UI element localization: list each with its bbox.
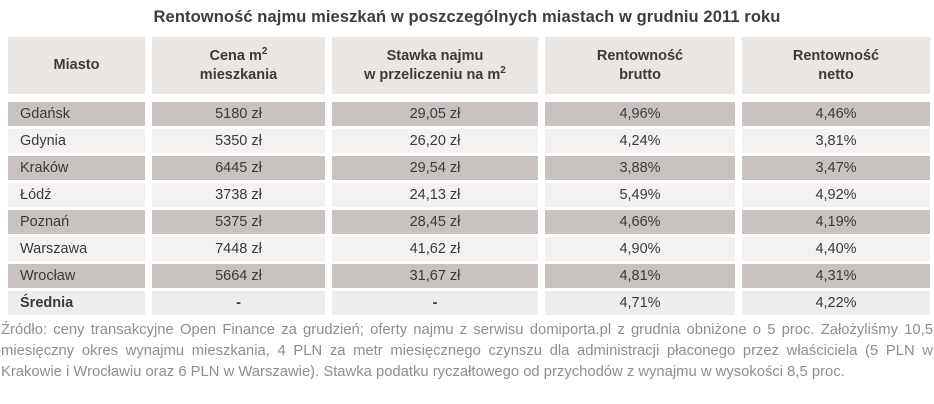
cell-net-yield: 4,19%: [742, 210, 930, 234]
cell-gross-yield: 3,88%: [545, 156, 735, 180]
page-title: Rentowność najmu mieszkań w poszczególny…: [153, 8, 781, 26]
cell-gross-yield: 4,81%: [545, 264, 735, 288]
table-header-row: Miasto Cena m2 mieszkania Stawka najmu w…: [8, 37, 930, 94]
cell-rent-rate: 24,13 zł: [332, 183, 538, 207]
table-row-gdynia: Gdynia 5350 zł 26,20 zł 4,24% 3,81%: [8, 129, 930, 153]
cell-rent-rate: 31,67 zł: [332, 264, 538, 288]
header-line: w przeliczeniu na m2: [364, 64, 506, 83]
column-header-net-yield: Rentowność netto: [742, 37, 930, 94]
cell-rent-rate: 41,62 zł: [332, 237, 538, 261]
cell-net-yield: 4,31%: [742, 264, 930, 288]
header-line: brutto: [619, 66, 661, 83]
cell-gross-yield: 4,66%: [545, 210, 735, 234]
cell-gross-yield: 4,24%: [545, 129, 735, 153]
header-line: Cena m2: [209, 45, 268, 64]
superscript-2: 2: [500, 64, 506, 76]
table-row-gdansk: Gdańsk 5180 zł 29,05 zł 4,96% 4,46%: [8, 102, 930, 126]
cell-price-per-m2: 6445 zł: [152, 156, 325, 180]
column-header-city: Miasto: [8, 37, 145, 94]
cell-net-yield: 4,92%: [742, 183, 930, 207]
cell-price-per-m2: 5180 zł: [152, 102, 325, 126]
superscript-2: 2: [261, 45, 268, 57]
header-line: Miasto: [53, 57, 100, 73]
cell-price-per-m2: 5350 zł: [152, 129, 325, 153]
table-row-lodz: Łódź 3738 zł 24,13 zł 5,49% 4,92%: [8, 183, 930, 207]
cell-rent-rate: 26,20 zł: [332, 129, 538, 153]
cell-city: Gdańsk: [8, 102, 145, 126]
cell-rent-rate: 29,05 zł: [332, 102, 538, 126]
cell-price-per-m2: 3738 zł: [152, 183, 325, 207]
header-line: Stawka najmu: [386, 47, 484, 64]
table-row-warszawa: Warszawa 7448 zł 41,62 zł 4,90% 4,40%: [8, 237, 930, 261]
cell-rent-rate: 29,54 zł: [332, 156, 538, 180]
cell-city: Warszawa: [8, 237, 145, 261]
cell-net-yield: 4,40%: [742, 237, 930, 261]
header-line: netto: [818, 66, 854, 83]
column-header-price-per-m2: Cena m2 mieszkania: [152, 37, 325, 94]
cell-price-per-m2: 5664 zł: [152, 264, 325, 288]
header-line: mieszkania: [199, 66, 278, 83]
cell-city: Średnia: [8, 291, 145, 315]
table-row-krakow: Kraków 6445 zł 29,54 zł 3,88% 3,47%: [8, 156, 930, 180]
cell-net-yield: 3,81%: [742, 129, 930, 153]
cell-gross-yield: 5,49%: [545, 183, 735, 207]
cell-net-yield: 4,22%: [742, 291, 930, 315]
column-header-rent-rate: Stawka najmu w przeliczeniu na m2: [332, 37, 538, 94]
cell-net-yield: 3,47%: [742, 156, 930, 180]
table-row-average: Średnia - - 4,71% 4,22%: [8, 291, 930, 315]
cell-city: Poznań: [8, 210, 145, 234]
table-row-poznan: Poznań 5375 zł 28,45 zł 4,66% 4,19%: [8, 210, 930, 234]
source-footnote: Źródło: ceny transakcyjne Open Finance z…: [1, 322, 933, 380]
cell-price-per-m2: 7448 zł: [152, 237, 325, 261]
header-line: Rentowność: [792, 47, 880, 64]
table-row-wroclaw: Wrocław 5664 zł 31,67 zł 4,81% 4,31%: [8, 264, 930, 288]
cell-gross-yield: 4,90%: [545, 237, 735, 261]
profitability-table: Miasto Cena m2 mieszkania Stawka najmu w…: [8, 37, 930, 315]
cell-gross-yield: 4,96%: [545, 102, 735, 126]
cell-gross-yield: 4,71%: [545, 291, 735, 315]
cell-price-per-m2: -: [152, 291, 325, 315]
cell-city: Kraków: [8, 156, 145, 180]
cell-city: Wrocław: [8, 264, 145, 288]
cell-rent-rate: 28,45 zł: [332, 210, 538, 234]
cell-city: Gdynia: [8, 129, 145, 153]
cell-net-yield: 4,46%: [742, 102, 930, 126]
cell-city: Łódź: [8, 183, 145, 207]
header-line: Rentowność: [596, 47, 684, 64]
column-header-gross-yield: Rentowność brutto: [545, 37, 735, 94]
cell-rent-rate: -: [332, 291, 538, 315]
cell-price-per-m2: 5375 zł: [152, 210, 325, 234]
